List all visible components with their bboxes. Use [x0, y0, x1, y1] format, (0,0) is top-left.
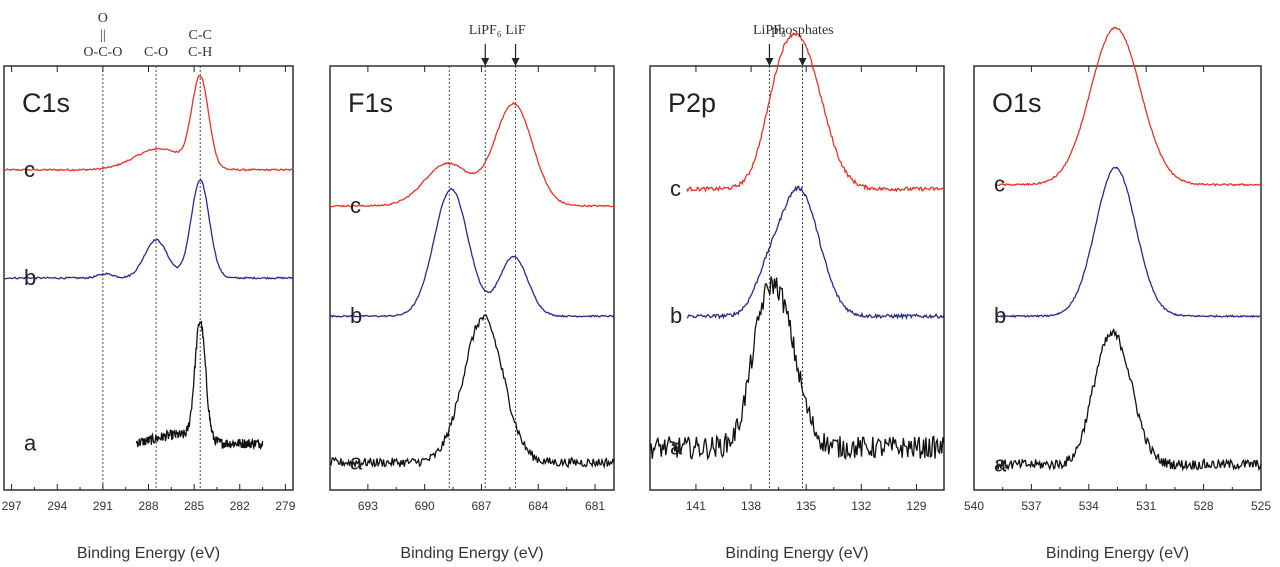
annotation-label: LiF: [505, 23, 525, 38]
x-tick-label: 288: [138, 499, 158, 513]
annotation-arrowhead: [798, 58, 807, 66]
x-tick-label: 294: [47, 499, 67, 513]
series-a-label: a: [350, 449, 363, 474]
x-tick-label: 282: [230, 499, 250, 513]
x-tick-label: 684: [528, 499, 548, 513]
plot-frame: [649, 65, 945, 491]
panel-o1s: 540 537 534 531 528 525 Binding Energy (eV) O1s…: [964, 26, 1271, 562]
x-axis-label: Binding Energy (eV): [77, 545, 220, 562]
panel-label: F1s: [348, 88, 393, 118]
x-tick-label: 525: [1251, 499, 1271, 513]
series-c-label: c: [670, 176, 681, 201]
x-tick-label: 297: [2, 499, 22, 513]
x-tick-label: 537: [1021, 499, 1041, 513]
series-a-label: a: [994, 452, 1007, 477]
series-c-label: c: [994, 172, 1005, 197]
annotation-arrowhead: [511, 58, 520, 66]
x-tick-label: 141: [686, 499, 706, 513]
x-axis-label: Binding Energy (eV): [1046, 545, 1189, 562]
series-c-line: [330, 101, 615, 208]
x-tick-label: 690: [415, 499, 435, 513]
series-b-label: b: [670, 303, 682, 328]
x-tick-label: 291: [93, 499, 113, 513]
panel-label: O1s: [992, 88, 1042, 118]
annotation-label: O: [98, 11, 108, 26]
annotation-label: ||: [100, 28, 106, 43]
panel-c1s: 297 294 291 288 285 282 279 Binding Energy (eV)…: [2, 11, 296, 562]
annotation-label: LiPF₆: [753, 23, 786, 38]
series-c-line: [3, 75, 294, 172]
series-a-line: [135, 320, 264, 451]
series-b-line: [686, 185, 945, 321]
series-a-line: [996, 327, 1262, 472]
annotation-label: O-C-O: [83, 45, 122, 60]
x-tick-label: 534: [1079, 499, 1099, 513]
series-c-label: c: [350, 193, 361, 218]
x-tick-label: 135: [796, 499, 816, 513]
x-tick-label: 285: [184, 499, 204, 513]
annotation-label: LiPF₆: [469, 23, 502, 38]
x-tick-label: 693: [358, 499, 378, 513]
series-c-line: [686, 32, 945, 193]
x-tick-label: 687: [471, 499, 491, 513]
x-tick-label: 531: [1136, 499, 1156, 513]
series-a-label: a: [670, 435, 683, 460]
annotation-label: C-C: [189, 28, 212, 43]
series-c-line: [996, 26, 1262, 187]
panel-label: C1s: [22, 88, 70, 118]
annotation-label: phosphates: [771, 23, 833, 38]
series-a-label: a: [24, 430, 37, 455]
x-tick-label: 129: [906, 499, 926, 513]
plot-frame: [329, 65, 615, 491]
series-b-label: b: [350, 303, 362, 328]
series-b-label: b: [994, 303, 1006, 328]
x-tick-label: 540: [964, 499, 984, 513]
series-b-line: [3, 179, 294, 280]
annotation-arrowhead: [765, 58, 774, 66]
panel-label: P2p: [668, 88, 716, 118]
series-a-line: [329, 314, 615, 470]
x-axis-label: Binding Energy (eV): [725, 545, 868, 562]
x-axis-label: Binding Energy (eV): [400, 545, 543, 562]
annotation-arrowhead: [481, 58, 490, 66]
x-tick-label: 528: [1194, 499, 1214, 513]
panel-p2p: 141 138 135 132 129 Binding Energy (eV) P2p c b a…: [649, 23, 945, 562]
x-tick-label: 138: [741, 499, 761, 513]
annotation-label: C-H: [188, 45, 212, 60]
series-b-line: [329, 187, 615, 318]
annotation-label: C-O: [144, 45, 168, 60]
series-a-line: [649, 276, 945, 461]
x-tick-label: 132: [851, 499, 871, 513]
panel-f1s: 693 690 687 684 681 Binding Energy (eV) F1s c b a…: [329, 23, 615, 562]
series-b-line: [996, 166, 1262, 319]
series-b-label: b: [24, 265, 36, 290]
x-tick-label: 279: [275, 499, 295, 513]
series-c-label: c: [24, 157, 35, 182]
x-tick-label: 681: [585, 499, 605, 513]
plot-frame: [973, 65, 1262, 491]
